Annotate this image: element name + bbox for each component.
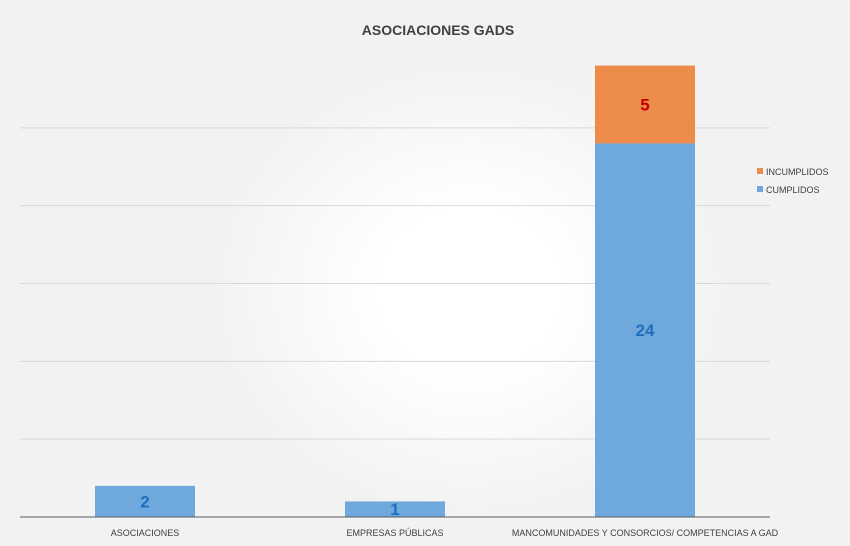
category-label: MANCOMUNIDADES Y CONSORCIOS/ COMPETENCIA… <box>512 528 779 538</box>
legend: INCUMPLIDOS CUMPLIDOS <box>757 167 829 195</box>
category-label: EMPRESAS PÚBLICAS <box>346 528 443 538</box>
bar-incumplidos-3 <box>595 65 695 144</box>
data-label: 2 <box>140 492 149 511</box>
legend-swatch-cumplidos <box>757 186 763 192</box>
legend-swatch-incumplidos <box>757 168 763 174</box>
bar-cumplidos-1 <box>95 485 195 517</box>
category-label: ASOCIACIONES <box>111 528 180 538</box>
legend-label-incumplidos: INCUMPLIDOS <box>766 167 829 177</box>
data-label: 1 <box>390 500 399 519</box>
data-label: 5 <box>640 95 649 114</box>
legend-label-cumplidos: CUMPLIDOS <box>766 185 820 195</box>
data-label: 24 <box>636 321 655 340</box>
bar-cumplidos-3 <box>595 143 695 517</box>
bars <box>95 65 695 517</box>
bar-cumplidos-2 <box>345 501 445 517</box>
chart-title: ASOCIACIONES GADS <box>362 22 514 38</box>
x-axis: ASOCIACIONES EMPRESAS PÚBLICAS MANCOMUNIDA… <box>20 516 779 538</box>
data-labels: 2 1 24 5 <box>140 95 655 519</box>
